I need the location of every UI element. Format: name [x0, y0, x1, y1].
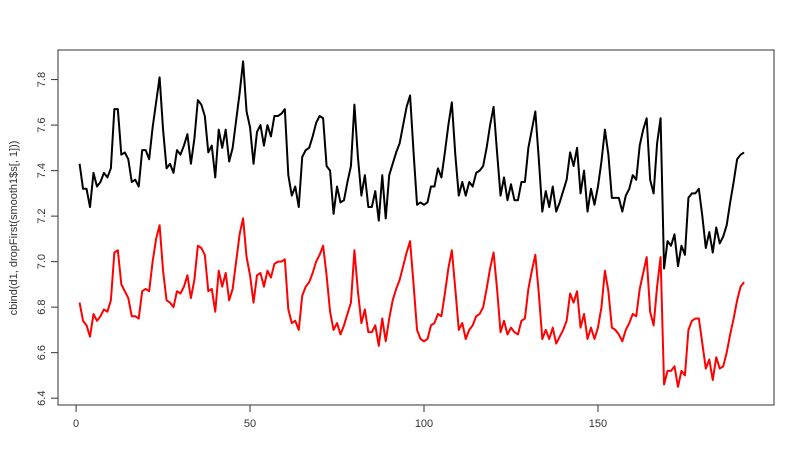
- y-tick-label: 7.8: [36, 72, 48, 87]
- x-tick-label: 0: [73, 418, 79, 430]
- y-tick-label: 7.4: [36, 163, 48, 178]
- x-tick-label: 150: [589, 418, 607, 430]
- y-tick-label: 7.0: [36, 254, 48, 269]
- y-tick-label: 7.6: [36, 117, 48, 132]
- x-tick-label: 100: [415, 418, 433, 430]
- y-axis-label: cbind(d1, dropFirst(smooth1$s[, 1])): [8, 141, 20, 316]
- y-tick-label: 6.6: [36, 345, 48, 360]
- series-line: [78, 60, 745, 270]
- y-tick-label: 6.4: [36, 391, 48, 406]
- series-line: [78, 217, 745, 388]
- plot-frame: [57, 49, 775, 406]
- x-tick-label: 50: [244, 418, 256, 430]
- y-tick-label: 7.2: [36, 208, 48, 223]
- y-tick-label: 6.8: [36, 299, 48, 314]
